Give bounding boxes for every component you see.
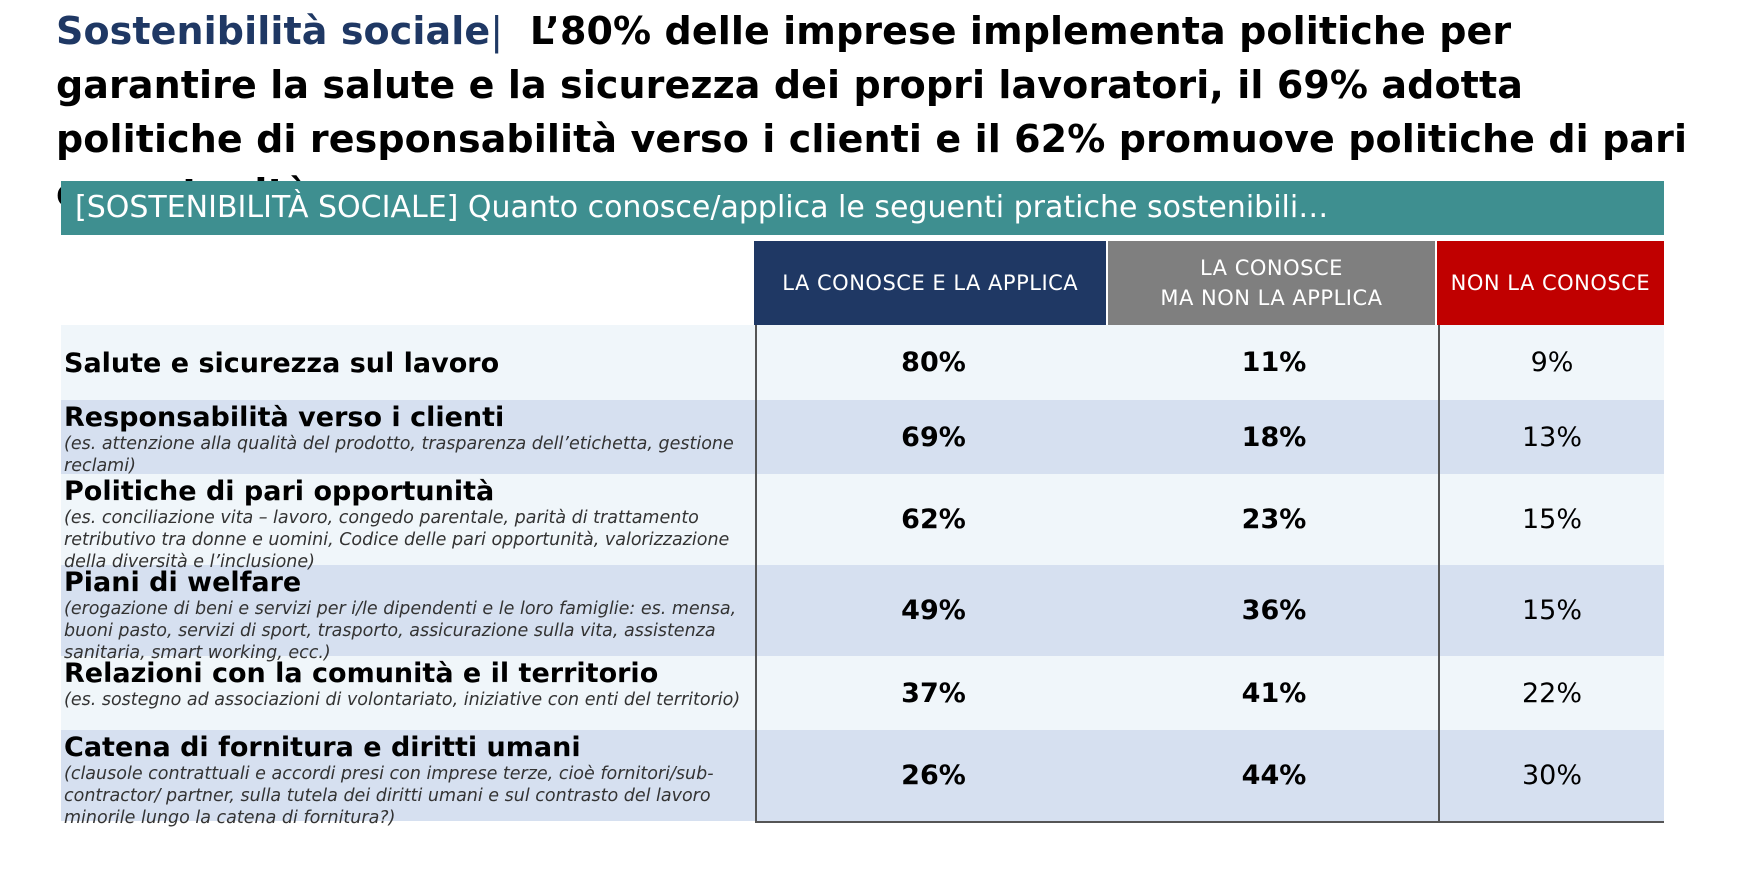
- value-applies: 80%: [901, 347, 966, 378]
- row-title: Relazioni con la comunità e il territori…: [64, 658, 659, 689]
- header-knows-label: LA CONOSCE MA NON LA APPLICA: [1160, 256, 1383, 310]
- header-blank: [61, 241, 752, 325]
- table-bottom-border: [755, 821, 1664, 823]
- row-description: (clausole contrattuali e accordi presi c…: [64, 764, 714, 828]
- value-applies: 69%: [901, 421, 966, 453]
- row-label: Salute e sicurezza sul lavoro: [61, 325, 757, 400]
- row-title: Catena di fornitura e diritti umani: [64, 732, 581, 763]
- results-table: LA CONOSCE E LA APPLICA LA CONOSCE MA NON…: [61, 241, 1664, 828]
- question-banner: [SOSTENIBILITÀ SOCIALE] Quanto conosce/a…: [61, 181, 1664, 235]
- row-label: Relazioni con la comunità e il territori…: [61, 656, 757, 730]
- row-label: Catena di fornitura e diritti umani (cla…: [61, 730, 757, 828]
- value-unknown: 9%: [1530, 347, 1574, 378]
- header-unknown-label: NON LA CONOSCE: [1450, 271, 1651, 295]
- table-row: Relazioni con la comunità e il territori…: [61, 656, 1664, 730]
- table-header: LA CONOSCE E LA APPLICA LA CONOSCE MA NON…: [61, 241, 1664, 325]
- value-knows: 11%: [1110, 325, 1440, 400]
- value-knows: 41%: [1110, 656, 1440, 730]
- value-applies: 49%: [901, 595, 966, 626]
- value-knows: 44%: [1110, 730, 1440, 821]
- table-row: Politiche di pari opportunità (es. conci…: [61, 474, 1664, 572]
- value-applies: 26%: [901, 760, 966, 791]
- table-row: Piani di welfare (erogazione di beni e s…: [61, 565, 1664, 663]
- value-unknown: 22%: [1521, 677, 1582, 709]
- table-row: Responsabilità verso i clienti (es. atte…: [61, 400, 1664, 476]
- header-knows: LA CONOSCE MA NON LA APPLICA: [1108, 241, 1435, 325]
- headline-separator: |: [490, 9, 504, 53]
- header-unknown: NON LA CONOSCE: [1436, 241, 1664, 325]
- row-description: (erogazione di beni e servizi per i/le d…: [64, 599, 737, 663]
- header-applies-label: LA CONOSCE E LA APPLICA: [782, 271, 1079, 295]
- row-title: Responsabilità verso i clienti: [64, 402, 505, 433]
- table-row: Salute e sicurezza sul lavoro 80% 11% 9%: [61, 325, 1664, 400]
- headline-text: L’80% delle imprese implementa politiche…: [56, 9, 1688, 215]
- value-knows: 18%: [1110, 400, 1440, 474]
- row-description: (es. attenzione alla qualità del prodott…: [64, 434, 734, 476]
- row-description: (es. conciliazione vita – lavoro, conged…: [64, 508, 730, 572]
- headline-brand: Sostenibilità sociale: [56, 9, 491, 53]
- header-applies: LA CONOSCE E LA APPLICA: [754, 241, 1107, 325]
- value-unknown: 30%: [1521, 760, 1582, 791]
- value-unknown: 15%: [1521, 504, 1582, 535]
- value-unknown: 15%: [1521, 595, 1582, 626]
- value-applies: 62%: [901, 504, 966, 535]
- table-row: Catena di fornitura e diritti umani (cla…: [61, 730, 1664, 828]
- row-title: Politiche di pari opportunità: [64, 476, 495, 507]
- value-unknown: 13%: [1521, 421, 1582, 453]
- row-label: Responsabilità verso i clienti (es. atte…: [61, 400, 757, 476]
- row-label: Piani di welfare (erogazione di beni e s…: [61, 565, 757, 663]
- row-title: Salute e sicurezza sul lavoro: [64, 348, 500, 379]
- value-applies: 37%: [901, 677, 966, 709]
- row-description: (es. sostegno ad associazioni di volonta…: [64, 690, 741, 710]
- row-label: Politiche di pari opportunità (es. conci…: [61, 474, 757, 572]
- headline: Sostenibilità sociale| L’80% delle impre…: [56, 4, 1716, 220]
- row-title: Piani di welfare: [64, 567, 302, 598]
- value-knows: 36%: [1110, 565, 1440, 656]
- value-knows: 23%: [1110, 474, 1440, 565]
